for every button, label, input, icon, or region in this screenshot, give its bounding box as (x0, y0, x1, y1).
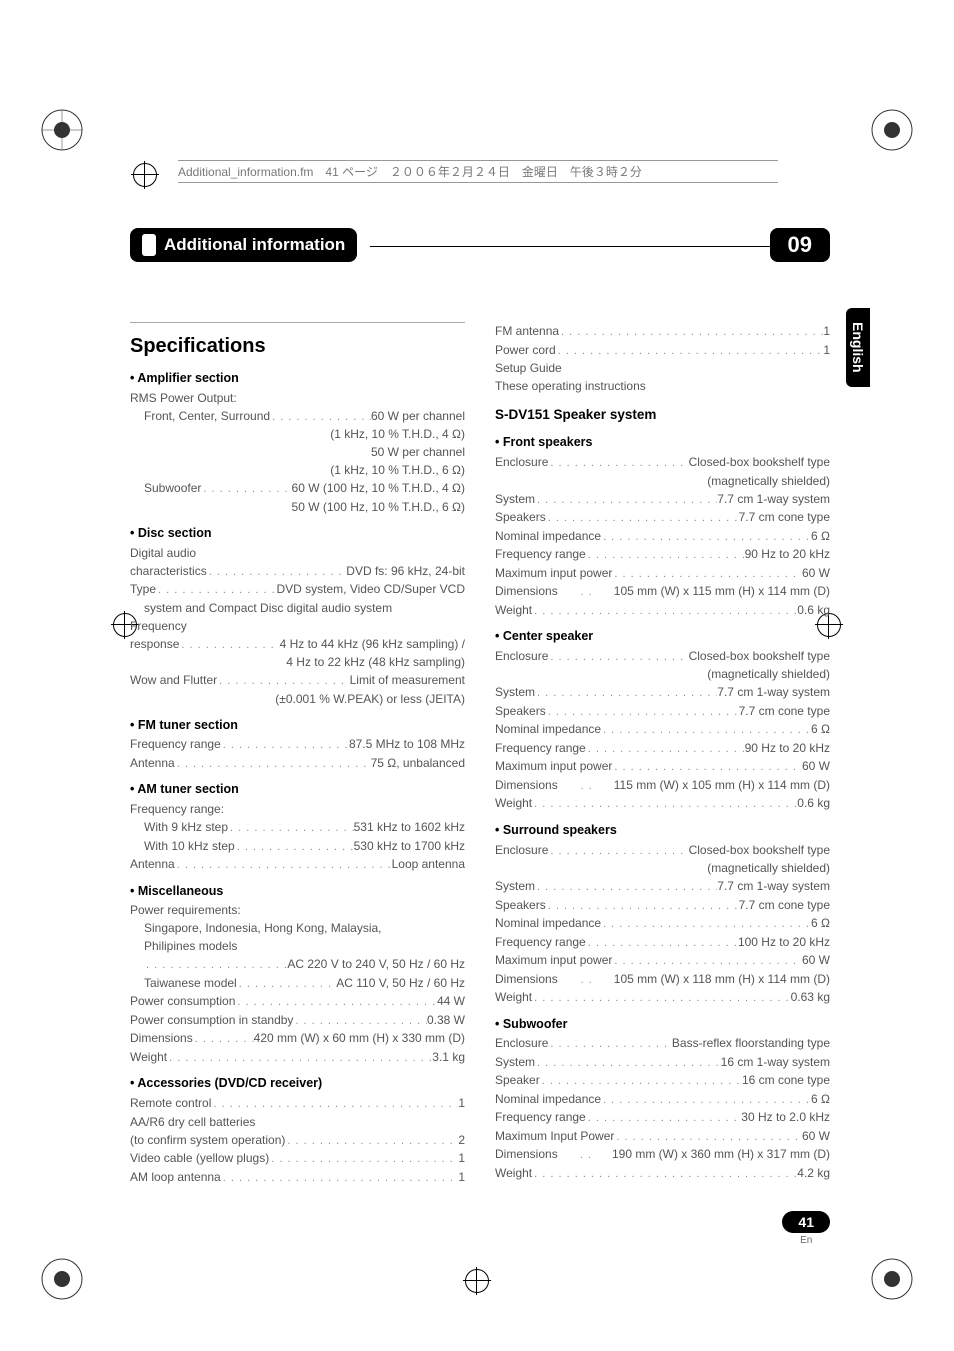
page-content: Additional information 09 English Specif… (130, 228, 830, 1186)
spec-line: Maximum input power60 W (495, 757, 830, 776)
spec-line: (1 kHz, 10 % T.H.D., 4 Ω) (130, 425, 465, 443)
spec-line: Weight0.6 kg (495, 794, 830, 813)
chapter-number: 09 (770, 228, 830, 262)
spec-line: Power requirements: (130, 901, 465, 919)
page-number: 41 (782, 1211, 830, 1233)
front-speakers-header: • Front speakers (495, 433, 830, 452)
spec-line: 50 W (100 Hz, 10 % T.H.D., 6 Ω) (130, 498, 465, 516)
section-title-box: Additional information (130, 228, 357, 262)
spec-line: AA/R6 dry cell batteries (130, 1113, 465, 1131)
spec-line: Power consumption in standby0.38 W (130, 1011, 465, 1030)
spec-line: (magnetically shielded) (495, 859, 830, 877)
spec-line: EnclosureBass-reflex floorstanding type (495, 1034, 830, 1053)
spec-line: Weight3.1 kg (130, 1048, 465, 1067)
spec-line: (±0.001 % W.PEAK) or less (JEITA) (130, 690, 465, 708)
spec-line: These operating instructions (495, 377, 830, 395)
spec-line: Nominal impedance6 Ω (495, 914, 830, 933)
subwoofer-header: • Subwoofer (495, 1015, 830, 1034)
spec-line: System7.7 cm 1-way system (495, 683, 830, 702)
spec-line: System7.7 cm 1-way system (495, 490, 830, 509)
acc-header: • Accessories (DVD/CD receiver) (130, 1074, 465, 1093)
spec-line: (1 kHz, 10 % T.H.D., 6 Ω) (130, 461, 465, 479)
spec-line: characteristicsDVD fs: 96 kHz, 24-bit (130, 562, 465, 581)
section-title: Additional information (164, 235, 345, 255)
spec-line: AM loop antenna1 (130, 1168, 465, 1187)
spec-line: Digital audio (130, 544, 465, 562)
spec-line: 50 W per channel (130, 443, 465, 461)
speaker-system-title: S-DV151 Speaker system (495, 405, 830, 425)
amp-header: • Amplifier section (130, 369, 465, 388)
spec-line: EnclosureClosed-box bookshelf type (495, 453, 830, 472)
spec-line: Speakers7.7 cm cone type (495, 702, 830, 721)
right-column: FM antenna1 Power cord1 Setup Guide Thes… (495, 322, 830, 1186)
spec-line: Subwoofer60 W (100 Hz, 10 % T.H.D., 4 Ω) (130, 479, 465, 498)
language-tab: English (846, 308, 870, 387)
spec-line: Maximum input power60 W (495, 564, 830, 583)
spec-line: Antenna75 Ω, unbalanced (130, 754, 465, 773)
spec-line: System7.7 cm 1-way system (495, 877, 830, 896)
spec-line: Front, Center, Surround60 W per channel (130, 407, 465, 426)
spec-line: Maximum Input Power60 W (495, 1127, 830, 1146)
spec-line: Power cord1 (495, 341, 830, 360)
spec-line: With 10 kHz step530 kHz to 1700 kHz (130, 837, 465, 856)
spec-line: Speakers7.7 cm cone type (495, 896, 830, 915)
spec-line: Wow and FlutterLimit of measurement (130, 671, 465, 690)
spec-line: (magnetically shielded) (495, 665, 830, 683)
surround-speakers-header: • Surround speakers (495, 821, 830, 840)
spec-line: Remote control1 (130, 1094, 465, 1113)
disc-header: • Disc section (130, 524, 465, 543)
spec-line: Video cable (yellow plugs)1 (130, 1149, 465, 1168)
fm-header: • FM tuner section (130, 716, 465, 735)
spec-line: Frequency range100 Hz to 20 kHz (495, 933, 830, 952)
spec-line: EnclosureClosed-box bookshelf type (495, 841, 830, 860)
spec-line: Singapore, Indonesia, Hong Kong, Malaysi… (130, 919, 465, 937)
specifications-title: Specifications (130, 322, 465, 361)
spec-line: Nominal impedance6 Ω (495, 1090, 830, 1109)
center-speaker-header: • Center speaker (495, 627, 830, 646)
spec-line: (magnetically shielded) (495, 472, 830, 490)
spec-line: AntennaLoop antenna (130, 855, 465, 874)
spec-line: With 9 kHz step531 kHz to 1602 kHz (130, 818, 465, 837)
spec-line: Power consumption44 W (130, 992, 465, 1011)
spec-line: Speaker16 cm cone type (495, 1071, 830, 1090)
spec-line: Frequency range90 Hz to 20 kHz (495, 739, 830, 758)
spec-line: Setup Guide (495, 359, 830, 377)
spec-line: Dimensions115 mm (W) x 105 mm (H) x 114 … (495, 776, 830, 795)
spec-line: Frequency range: (130, 800, 465, 818)
spec-line: system and Compact Disc digital audio sy… (130, 599, 465, 617)
spec-line: Speakers7.7 cm cone type (495, 508, 830, 527)
spec-line: Taiwanese modelAC 110 V, 50 Hz / 60 Hz (130, 974, 465, 993)
spec-line: Nominal impedance6 Ω (495, 527, 830, 546)
spec-line: FM antenna1 (495, 322, 830, 341)
spec-line: Maximum input power60 W (495, 951, 830, 970)
spec-line: Dimensions105 mm (W) x 118 mm (H) x 114 … (495, 970, 830, 989)
spec-line: response4 Hz to 44 kHz (96 kHz sampling)… (130, 635, 465, 654)
spec-line: Frequency range90 Hz to 20 kHz (495, 545, 830, 564)
spec-line: Nominal impedance6 Ω (495, 720, 830, 739)
spec-line: Frequency range87.5 MHz to 108 MHz (130, 735, 465, 754)
spec-line: Frequency (130, 617, 465, 635)
spec-line: Dimensions105 mm (W) x 115 mm (H) x 114 … (495, 582, 830, 601)
header-rule (370, 246, 772, 247)
spec-line: Philipines models (130, 937, 465, 955)
spec-line: (to confirm system operation)2 (130, 1131, 465, 1150)
spec-line: Frequency range30 Hz to 2.0 kHz (495, 1108, 830, 1127)
spec-line: RMS Power Output: (130, 389, 465, 407)
header-note: Additional_information.fm 41 ページ ２００６年２月… (178, 160, 778, 183)
page-lang: En (782, 1235, 830, 1246)
spec-line: Dimensions420 mm (W) x 60 mm (H) x 330 m… (130, 1029, 465, 1048)
misc-header: • Miscellaneous (130, 882, 465, 901)
spec-line: Weight0.6 kg (495, 601, 830, 620)
spec-line: 4 Hz to 22 kHz (48 kHz sampling) (130, 653, 465, 671)
spec-line: AC 220 V to 240 V, 50 Hz / 60 Hz (130, 955, 465, 974)
spec-line: Weight4.2 kg (495, 1164, 830, 1183)
spec-line: TypeDVD system, Video CD/Super VCD (130, 580, 465, 599)
spec-line: Dimensions190 mm (W) x 360 mm (H) x 317 … (495, 1145, 830, 1164)
spec-line: System16 cm 1-way system (495, 1053, 830, 1072)
left-column: Specifications • Amplifier section RMS P… (130, 322, 465, 1186)
page-number-badge: 41 En (782, 1211, 830, 1246)
spec-line: EnclosureClosed-box bookshelf type (495, 647, 830, 666)
spec-line: Weight0.63 kg (495, 988, 830, 1007)
am-header: • AM tuner section (130, 780, 465, 799)
